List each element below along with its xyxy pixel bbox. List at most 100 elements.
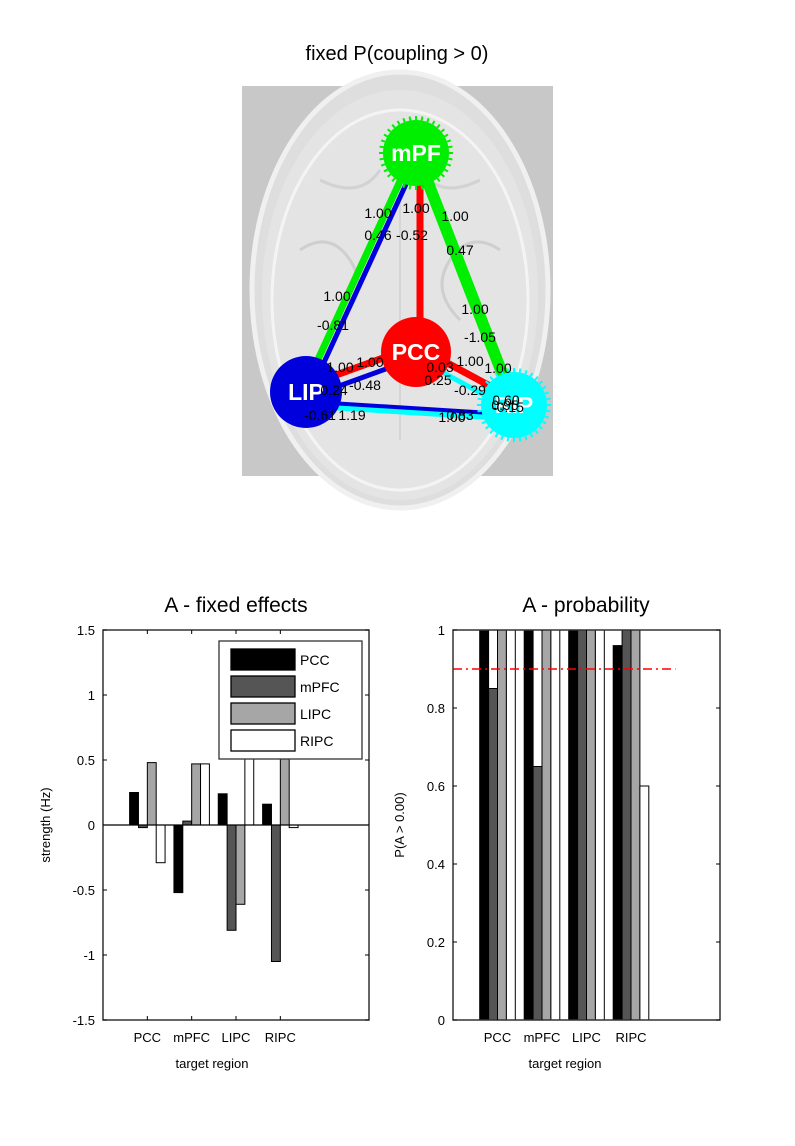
y-tick-label: 0.2	[427, 935, 445, 950]
node-spike	[387, 173, 392, 178]
y-tick-label: 1	[438, 623, 445, 638]
node-spike	[380, 139, 386, 143]
fixed-effects-chart: A - fixed effects -1.5 -1 -0.5 0 0.5 1 1.5 PCC m…	[38, 594, 370, 1071]
edge-probability-label: 1.00	[456, 353, 483, 369]
node-spike	[485, 425, 490, 430]
bar-pcc-mpfc	[523, 629, 534, 1021]
bar-lipc-pcc	[497, 629, 507, 1021]
legend-swatch-ripc	[230, 729, 296, 752]
edge-lip-rip	[303, 399, 517, 418]
node-spike	[481, 420, 486, 425]
bar-pcc-lipc	[217, 793, 228, 826]
edge-probability-label: 1.00	[438, 409, 465, 425]
node-spike	[383, 133, 388, 138]
edge-strength-label: 0.83	[446, 407, 473, 423]
node-pcc: PCC	[381, 317, 451, 387]
node-spike	[383, 168, 388, 173]
node-spike	[448, 145, 453, 149]
node-spike	[396, 120, 401, 125]
edge-probability-label: 1.00	[323, 288, 350, 304]
node-spike	[494, 372, 499, 377]
bar-mpfc-mpfc	[532, 766, 543, 1021]
node-spike	[542, 385, 547, 390]
edge-probability-label: 1.00	[484, 360, 511, 376]
y-tick-label: 1	[88, 688, 95, 703]
legend-label: RIPC	[300, 733, 333, 749]
x-tick-label: RIPC	[615, 1030, 646, 1045]
bar-lipc-lipc	[586, 629, 596, 1021]
node-spike	[408, 185, 412, 190]
node-label: mPF	[391, 140, 441, 166]
probability-chart: A - probability 0 0.2 0.4 0.6 0.8 1 PCC mPFC LIP…	[392, 594, 721, 1071]
node-spike	[478, 391, 484, 395]
node-spike	[529, 372, 534, 377]
y-tick-label: 1.5	[77, 623, 95, 638]
fixed-effects-xlabel: target region	[176, 1056, 249, 1071]
fixed-effects-legend: PCC mPFC LIPC RIPC	[218, 640, 363, 760]
node-spike	[448, 157, 453, 161]
node-spike	[538, 425, 543, 430]
node-rip: RIP	[477, 368, 551, 442]
bar-lipc-mpfc	[191, 763, 202, 826]
fixed-effects-ylabel: strength (Hz)	[38, 787, 53, 862]
edge-probability-label: 1.00	[356, 354, 383, 370]
bar-ripc-pcc	[155, 824, 166, 864]
edge-extra-label: -0.61	[304, 407, 336, 423]
edge-lip-mpf	[306, 153, 422, 398]
network-nodes: mPF PCC LIP RIP	[270, 116, 551, 442]
y-tick-label: 0.5	[77, 753, 95, 768]
edge-extra-label: 0.25	[424, 372, 451, 388]
node-spike	[436, 124, 441, 129]
edge-strength-label: 0.24	[320, 382, 347, 398]
node-label: LIP	[288, 379, 324, 405]
node-lip: LIP	[270, 356, 342, 428]
node-label: RIP	[495, 392, 533, 418]
bar-mpfc-lipc	[226, 824, 237, 931]
node-spike	[380, 163, 386, 167]
node-circle	[383, 120, 449, 186]
y-tick-label: -1	[83, 948, 95, 963]
probability-title: A - probability	[522, 594, 650, 617]
node-spike	[544, 391, 550, 395]
node-spike	[436, 177, 441, 182]
node-spike	[402, 183, 406, 189]
edge-strength-label: -0.48	[349, 377, 381, 393]
node-spike	[524, 369, 528, 375]
node-spike	[440, 128, 445, 133]
node-circle	[481, 372, 547, 438]
edge-extra-label: 1.19	[338, 407, 365, 423]
probability-ylabel: P(A > 0.00)	[392, 792, 407, 857]
bar-lipc-ripc	[630, 629, 641, 1021]
x-tick-label: mPFC	[173, 1030, 210, 1045]
legend-swatch-lipc	[230, 702, 296, 725]
edge-probability-label: 1.00	[326, 359, 353, 375]
node-spike	[489, 429, 494, 434]
node-spike	[494, 433, 499, 438]
network-edge-labels: 1.00 0.46 1.00 -0.52 1.00 0.47 1.00 -0.81 1.00 -1…	[304, 200, 524, 425]
bar-ripc-mpfc	[550, 629, 561, 1021]
edge-strength-label: -0.52	[396, 227, 428, 243]
node-spike	[478, 415, 484, 419]
bar-mpfc-pcc	[488, 688, 499, 1021]
legend-label: mPFC	[300, 679, 340, 695]
bar-lipc-mpfc	[541, 629, 552, 1021]
edge-strength-label: -1.05	[464, 329, 496, 345]
bar-mpfc-ripc	[621, 629, 632, 1021]
node-spike	[446, 139, 452, 143]
node-spike	[534, 376, 539, 381]
node-spike	[489, 376, 494, 381]
x-tick-label: LIPC	[572, 1030, 601, 1045]
node-spike	[426, 117, 430, 123]
node-spike	[446, 163, 452, 167]
bar-pcc-ripc	[262, 803, 272, 826]
node-spike	[518, 437, 522, 442]
edge-probability-label: 1.00	[402, 200, 429, 216]
node-spike	[534, 429, 539, 434]
node-spike	[444, 168, 449, 173]
x-tick-label: RIPC	[265, 1030, 296, 1045]
node-spike	[387, 128, 392, 133]
node-spike	[500, 369, 504, 375]
bar-ripc-ripc	[639, 785, 650, 1021]
bar-pcc-mpfc	[173, 824, 184, 894]
